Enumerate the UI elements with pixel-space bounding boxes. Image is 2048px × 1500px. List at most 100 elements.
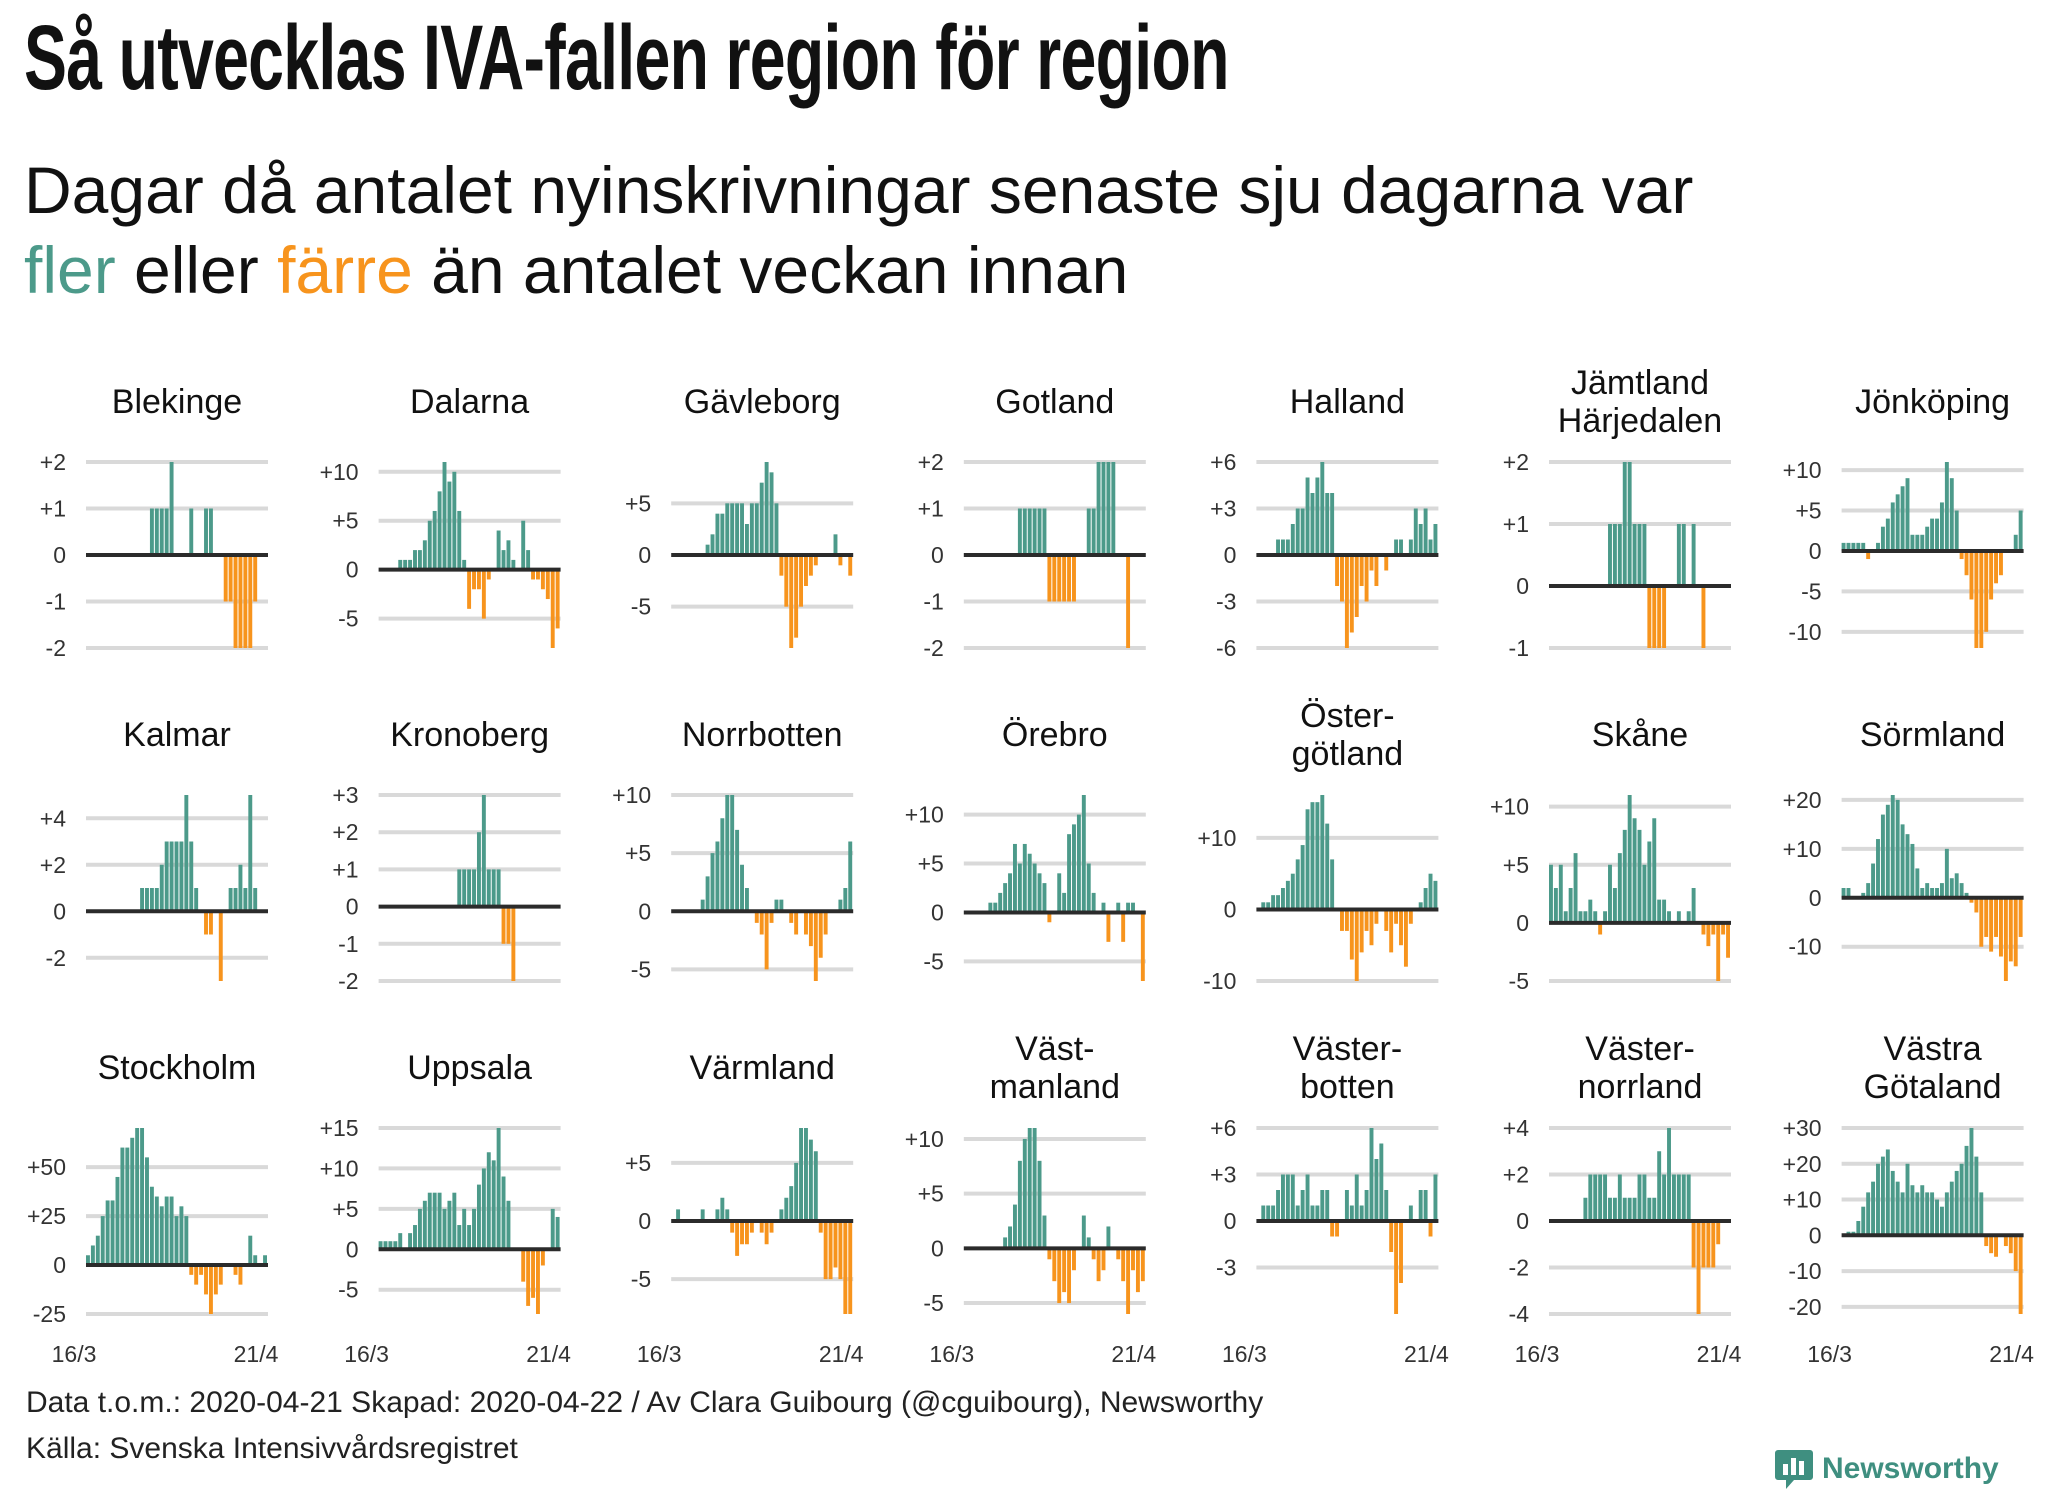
bar-more: [1042, 1215, 1047, 1249]
bar-fewer: [1369, 909, 1374, 946]
panel-title: Väst-: [1015, 1030, 1094, 1068]
bar-more: [145, 888, 149, 912]
bar-fewer: [1374, 909, 1379, 924]
y-tick-label: +5: [918, 851, 944, 877]
newsworthy-logo: Newsworthy: [1774, 1448, 1999, 1490]
y-tick-label: +5: [625, 1150, 651, 1176]
bar-more: [1364, 1190, 1369, 1221]
bar-more: [710, 534, 715, 555]
y-tick-label: +2: [1503, 449, 1529, 475]
bar-more: [1022, 843, 1027, 913]
bar-more: [1667, 911, 1671, 923]
bar-fewer: [1706, 922, 1711, 947]
bar-more: [1622, 1197, 1627, 1221]
bar-more: [1939, 1206, 1944, 1236]
bar-more: [705, 544, 710, 555]
newsworthy-logo-text: Newsworthy: [1822, 1452, 1999, 1485]
y-tick-label: +10: [1783, 457, 1822, 483]
bar-more: [1895, 799, 1900, 898]
bar-more: [1057, 873, 1062, 913]
subtitle-rest: än antalet veckan innan: [412, 233, 1129, 307]
y-tick-label: +5: [625, 490, 651, 516]
bar-more: [1915, 1192, 1920, 1236]
bar-more: [174, 1216, 179, 1266]
y-tick-label: +3: [1210, 1162, 1236, 1188]
bar-more: [378, 1241, 383, 1250]
bar-more: [496, 530, 501, 570]
y-tick-label: -10: [1203, 968, 1236, 994]
bar-more: [769, 472, 774, 555]
y-tick-label: -10: [1788, 619, 1821, 645]
subtitle-line-1: Dagar då antalet nyinskrivningar senaste…: [24, 153, 1694, 227]
bar-more: [813, 1151, 818, 1221]
bar-more: [1915, 868, 1920, 898]
bar-more: [1667, 1128, 1671, 1221]
bar-more: [1617, 1174, 1622, 1221]
bar-more: [1091, 508, 1096, 555]
bar-more: [1290, 524, 1295, 555]
panel-title: Götaland: [1864, 1068, 2002, 1106]
bar-more: [204, 508, 208, 555]
bar-more: [125, 1147, 130, 1266]
bar-more: [1285, 1174, 1290, 1221]
bar-more: [1935, 1199, 1939, 1236]
bar-fewer: [208, 1265, 213, 1314]
y-tick-label: 0: [1516, 1208, 1529, 1234]
bar-more: [808, 1139, 813, 1221]
bar-more: [774, 503, 779, 555]
bar-more: [1290, 873, 1295, 910]
bar-more: [1935, 518, 1939, 551]
panel: Jönköping +10 +5 0 -5 -10: [1783, 383, 2024, 648]
bar-more: [1603, 911, 1608, 923]
bar-fewer: [531, 1249, 536, 1298]
bar-more: [1081, 1215, 1086, 1249]
panel: Väst-manland +10 +5 0 -5 16/3 21/4: [905, 1030, 1157, 1367]
y-tick-label: 0: [638, 1208, 651, 1234]
y-tick-label: +10: [1783, 1187, 1822, 1213]
bar-more: [1939, 502, 1944, 551]
panel-title: Västra: [1883, 1030, 1981, 1068]
bar-more: [1856, 1221, 1861, 1236]
bar-more: [1549, 864, 1553, 923]
bar-more: [408, 1233, 413, 1250]
bar-more: [1315, 802, 1320, 910]
bar-fewer: [1344, 555, 1349, 648]
bar-more: [1935, 888, 1939, 898]
y-tick-label: -5: [923, 948, 943, 974]
subtitle-line-2: fler eller färre än antalet veckan innan: [24, 232, 1128, 308]
x-tick-label: 16/3: [52, 1341, 97, 1367]
bar-fewer: [1969, 550, 1974, 600]
bar-fewer: [1349, 909, 1354, 960]
bar-more: [1954, 1170, 1959, 1236]
bar-more: [496, 869, 501, 907]
bar-more: [1315, 1205, 1320, 1221]
bar-more: [1305, 477, 1310, 555]
bar-more: [1612, 888, 1617, 923]
y-tick-label: +10: [320, 1155, 359, 1181]
bar-more: [1266, 902, 1271, 910]
bar-fewer: [1696, 1221, 1701, 1314]
bar-fewer: [540, 569, 545, 590]
panel: Värmland +5 0 -5 16/3 21/4: [625, 1049, 864, 1367]
bar-fewer: [1657, 586, 1662, 648]
y-tick-label: 0: [1224, 1208, 1237, 1234]
bar-more: [1676, 1174, 1681, 1221]
y-tick-label: +3: [332, 782, 358, 808]
bar-more: [1925, 526, 1930, 551]
bar-more: [154, 1196, 159, 1266]
x-tick-label: 16/3: [1515, 1341, 1560, 1367]
y-tick-label: 0: [53, 1252, 66, 1278]
bar-fewer: [481, 569, 486, 619]
bar-fewer: [789, 911, 794, 923]
bar-more: [1320, 462, 1325, 555]
y-tick-label: -2: [923, 635, 943, 661]
bar-more: [253, 888, 258, 912]
bar-more: [1384, 1190, 1389, 1221]
bar-more: [1578, 911, 1583, 923]
bar-more: [526, 550, 531, 570]
bar-more: [2013, 534, 2018, 551]
bar-more: [1558, 864, 1563, 923]
bar-fewer: [2018, 897, 2023, 937]
bar-more: [1369, 1128, 1374, 1221]
